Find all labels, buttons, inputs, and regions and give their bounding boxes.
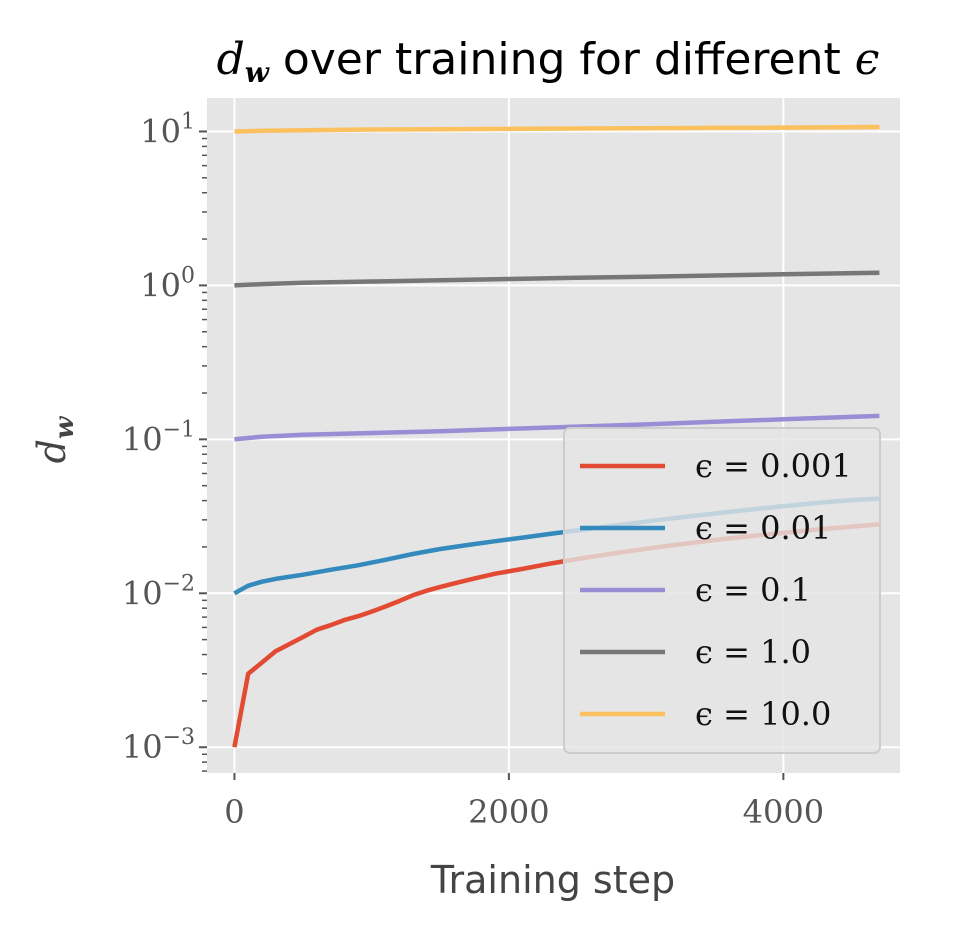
legend-box: [563, 427, 881, 754]
legend-label: ϵ = 0.1: [695, 571, 811, 609]
y-tick-label: 100: [140, 263, 195, 304]
chart-title: dw over training for different ϵ: [217, 34, 880, 89]
y-tick-label: 10−3: [122, 725, 195, 766]
series-line-4: [234, 270, 880, 288]
title-text: over training for different: [269, 34, 855, 85]
title-variable: d: [217, 34, 245, 85]
y-tick-label: 10−2: [122, 571, 195, 612]
series-line-3: [234, 413, 880, 442]
legend-label: ϵ = 1.0: [695, 633, 811, 671]
title-symbol: ϵ: [855, 34, 880, 85]
y-axis-label-subscript: w: [50, 415, 80, 439]
x-tick-label: 0: [224, 793, 244, 831]
legend-label: ϵ = 0.001: [695, 447, 852, 485]
x-tick-label: 2000: [468, 793, 549, 831]
legend: ϵ = 0.001 ϵ = 0.01 ϵ = 0.1 ϵ = 1.0 ϵ = 10.0: [563, 427, 881, 754]
y-axis-label: dw: [30, 415, 80, 463]
y-tick-label: 10−1: [122, 417, 195, 458]
series-line-5: [234, 124, 880, 134]
legend-label: ϵ = 10.0: [695, 695, 831, 733]
x-tick-label: 4000: [743, 793, 824, 831]
y-axis-label-variable: d: [30, 439, 74, 463]
title-variable-subscript: w: [245, 56, 270, 89]
y-tick-label: 101: [140, 109, 195, 150]
x-axis-label: Training step: [430, 858, 675, 902]
legend-label: ϵ = 0.01: [695, 509, 831, 547]
